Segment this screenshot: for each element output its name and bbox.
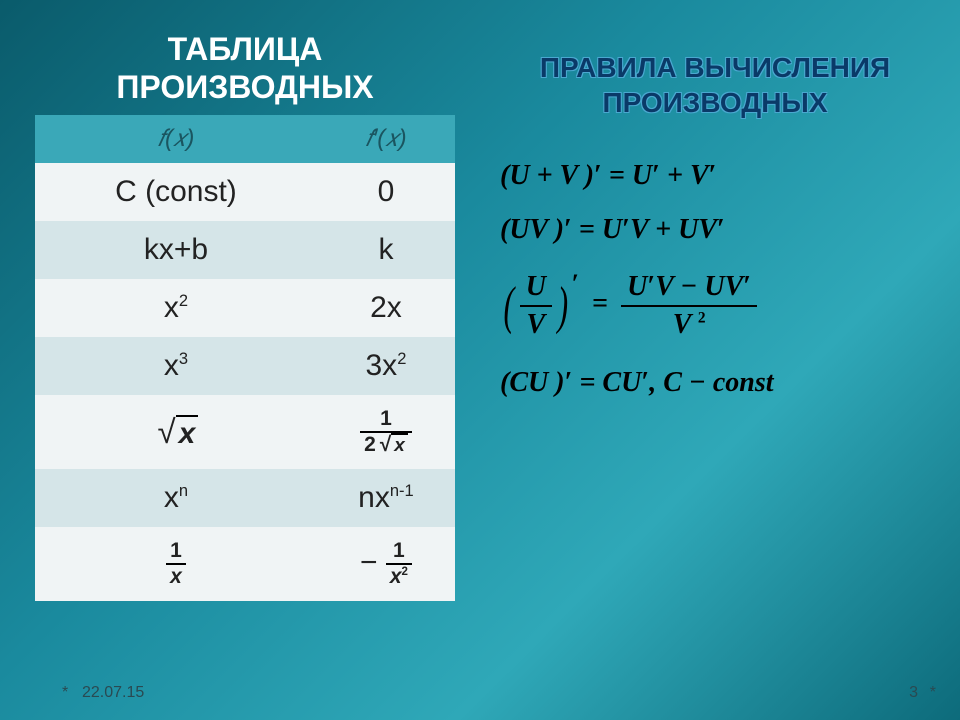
cell-fpx: 2x <box>317 279 455 337</box>
quotient-right-den: V 2 <box>621 307 757 341</box>
table-row: x22x <box>35 279 455 337</box>
rules-title: ПРАВИЛА ВЫЧИСЛЕНИЯ ПРОИЗВОДНЫХ <box>500 50 930 120</box>
rule-sum: (U + V )′ = U′ + V′ <box>500 160 930 192</box>
rules-title-line2: ПРОИЗВОДНЫХ <box>602 87 827 118</box>
table-row: x12x <box>35 395 455 469</box>
cell-fpx: − 1x2 <box>317 527 455 601</box>
quotient-left-num: U <box>520 271 552 307</box>
cell-fx: x <box>35 395 317 469</box>
footer-page-number: 3 <box>909 684 918 702</box>
quotient-left-den: V <box>520 307 552 341</box>
table-title: ТАБЛИЦА ПРОИЗВОДНЫХ <box>35 30 455 107</box>
cell-fx: x3 <box>35 337 317 395</box>
table-row: kx+bk <box>35 221 455 279</box>
cell-fpx: 0 <box>317 163 455 221</box>
footer-date: 22.07.15 <box>82 684 144 702</box>
left-column: ТАБЛИЦА ПРОИЗВОДНЫХ 𝑓(𝑥) 𝑓′(𝑥) C (const)… <box>35 30 455 601</box>
rules-title-line1: ПРАВИЛА ВЫЧИСЛЕНИЯ <box>540 52 890 83</box>
rule-constant: (CU )′ = CU′, C − const <box>500 367 930 399</box>
cell-fx: x2 <box>35 279 317 337</box>
rule-product: (UV )′ = U′V + UV′ <box>500 214 930 246</box>
cell-fx: C (const) <box>35 163 317 221</box>
derivatives-table: 𝑓(𝑥) 𝑓′(𝑥) C (const)0kx+bkx22xx33x2x12xx… <box>35 115 455 601</box>
quotient-right-num: U′V − UV′ <box>621 271 757 307</box>
footer-star-icon: * <box>930 684 936 702</box>
cell-fx: 1x <box>35 527 317 601</box>
table-row: xnnxn-1 <box>35 469 455 527</box>
header-fpx: 𝑓′(𝑥) <box>317 115 455 163</box>
table-row: C (const)0 <box>35 163 455 221</box>
table-header-row: 𝑓(𝑥) 𝑓′(𝑥) <box>35 115 455 163</box>
cell-fpx: nxn-1 <box>317 469 455 527</box>
table-row: 1x− 1x2 <box>35 527 455 601</box>
cell-fpx: 3x2 <box>317 337 455 395</box>
table-title-line1: ТАБЛИЦА <box>168 31 323 67</box>
cell-fx: xn <box>35 469 317 527</box>
rule-quotient: ( U V )′ = U′V − UV′ V 2 <box>500 268 930 341</box>
cell-fpx: k <box>317 221 455 279</box>
cell-fpx: 12x <box>317 395 455 469</box>
table-title-line2: ПРОИЗВОДНЫХ <box>116 69 373 105</box>
header-fx: 𝑓(𝑥) <box>35 115 317 163</box>
right-column: ПРАВИЛА ВЫЧИСЛЕНИЯ ПРОИЗВОДНЫХ (U + V )′… <box>500 50 930 421</box>
table-body: C (const)0kx+bkx22xx33x2x12xxnnxn-11x− 1… <box>35 163 455 601</box>
cell-fx: kx+b <box>35 221 317 279</box>
table-row: x33x2 <box>35 337 455 395</box>
footer-star-left-icon: * <box>62 684 68 702</box>
